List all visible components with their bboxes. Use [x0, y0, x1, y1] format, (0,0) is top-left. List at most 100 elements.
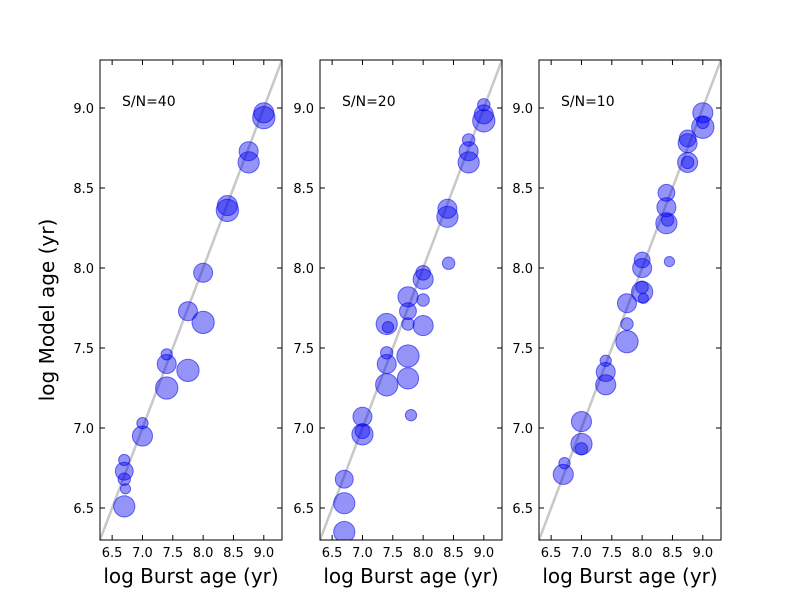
data-point — [457, 151, 480, 174]
panel-title: S/N=10 — [561, 94, 615, 110]
y-axis-label: log Model age (yr) — [35, 219, 59, 402]
data-point — [176, 358, 200, 383]
x-tick-label: 8.5 — [223, 546, 244, 561]
data-point — [375, 373, 399, 397]
y-tick-label: 8.0 — [73, 262, 94, 277]
data-point — [352, 406, 373, 427]
x-tick-label: 6.5 — [541, 546, 562, 561]
data-point — [396, 344, 420, 368]
x-tick-label: 7.5 — [601, 546, 622, 561]
y-tick-label: 8.0 — [293, 262, 314, 277]
data-point — [333, 520, 356, 540]
data-point — [660, 213, 675, 227]
axes-frame — [538, 59, 722, 541]
data-point — [595, 374, 617, 396]
data-point — [136, 417, 149, 430]
data-point — [119, 483, 132, 495]
x-tick-label: 7.0 — [352, 546, 373, 561]
data-point — [156, 354, 177, 374]
axes-frame — [319, 59, 503, 541]
data-point — [680, 155, 695, 170]
x-tick-label: 7.5 — [382, 546, 403, 561]
data-point — [191, 310, 215, 335]
y-tick-label: 9.0 — [293, 102, 314, 117]
data-point — [155, 376, 179, 400]
data-point — [177, 301, 198, 322]
data-point — [615, 329, 639, 354]
x-axis-label: log Burst age (yr) — [323, 564, 498, 588]
data-point — [458, 141, 479, 162]
data-point — [558, 457, 571, 470]
data-point — [616, 293, 637, 314]
identity-line — [320, 60, 502, 540]
x-tick-label: 9.0 — [253, 546, 274, 561]
data-point — [441, 256, 456, 270]
x-tick-label: 9.0 — [473, 546, 494, 561]
x-tick-label: 8.0 — [632, 546, 653, 561]
data-point — [595, 362, 616, 382]
data-point — [215, 198, 240, 223]
data-point — [401, 317, 415, 331]
data-point — [631, 280, 654, 304]
x-tick-label: 7.0 — [571, 546, 592, 561]
y-tick-label: 8.5 — [293, 182, 314, 197]
data-point — [678, 129, 697, 148]
data-point — [118, 453, 131, 467]
x-tick-label: 6.5 — [322, 546, 343, 561]
data-point — [692, 102, 714, 124]
x-tick-label: 7.5 — [162, 546, 183, 561]
data-point — [655, 212, 678, 235]
data-point — [437, 198, 458, 219]
data-point — [114, 461, 134, 481]
x-tick-label: 8.5 — [662, 546, 683, 561]
data-point — [237, 151, 260, 174]
data-point — [396, 367, 420, 390]
y-tick-label: 7.5 — [512, 342, 533, 357]
x-tick-label: 6.5 — [102, 546, 123, 561]
data-point — [415, 265, 431, 281]
data-point — [552, 463, 574, 485]
data-point — [477, 98, 491, 112]
y-tick-label: 8.0 — [512, 262, 533, 277]
data-point — [238, 141, 259, 162]
data-point — [160, 348, 173, 361]
panel-title: S/N=20 — [342, 94, 396, 110]
y-tick-label: 7.5 — [73, 342, 94, 357]
data-point — [416, 293, 430, 307]
data-point — [333, 492, 356, 515]
data-point — [620, 317, 634, 331]
data-point — [472, 109, 496, 133]
panel-1: 6.5 7.0 7.5 8.0 8.5 9.0 6.5 7.0 7.5 8.0 8.5 9.0 S/N=… — [73, 59, 283, 588]
data-point — [657, 183, 676, 202]
data-point — [691, 115, 715, 139]
axes-frame — [99, 59, 283, 541]
y-tick-label: 8.5 — [73, 182, 94, 197]
data-point — [113, 495, 136, 518]
data-point — [131, 425, 154, 447]
y-tick-label: 7.0 — [293, 422, 314, 437]
x-tick-label: 8.5 — [443, 546, 464, 561]
data-point — [574, 442, 589, 456]
data-point — [412, 315, 434, 337]
y-tick-label: 9.0 — [512, 102, 533, 117]
data-point — [656, 197, 677, 218]
data-point — [351, 423, 374, 446]
x-tick-label: 8.0 — [413, 546, 434, 561]
panel-2: 6.5 7.0 7.5 8.0 8.5 9.0 6.5 7.0 7.5 8.0 8.5 9.0 S/N=… — [293, 59, 503, 588]
x-tick-label: 7.0 — [132, 546, 153, 561]
y-tick-label: 7.5 — [293, 342, 314, 357]
data-point — [380, 346, 394, 360]
data-point — [397, 286, 419, 308]
data-point — [193, 262, 214, 283]
data-point — [375, 312, 398, 336]
data-point — [117, 472, 131, 486]
data-point — [633, 251, 651, 269]
data-point — [381, 321, 395, 334]
data-point — [334, 469, 354, 489]
data-point — [677, 151, 699, 173]
data-point — [663, 256, 676, 268]
data-point — [461, 133, 476, 147]
panel-title: S/N=40 — [122, 94, 176, 110]
data-point — [570, 411, 593, 433]
